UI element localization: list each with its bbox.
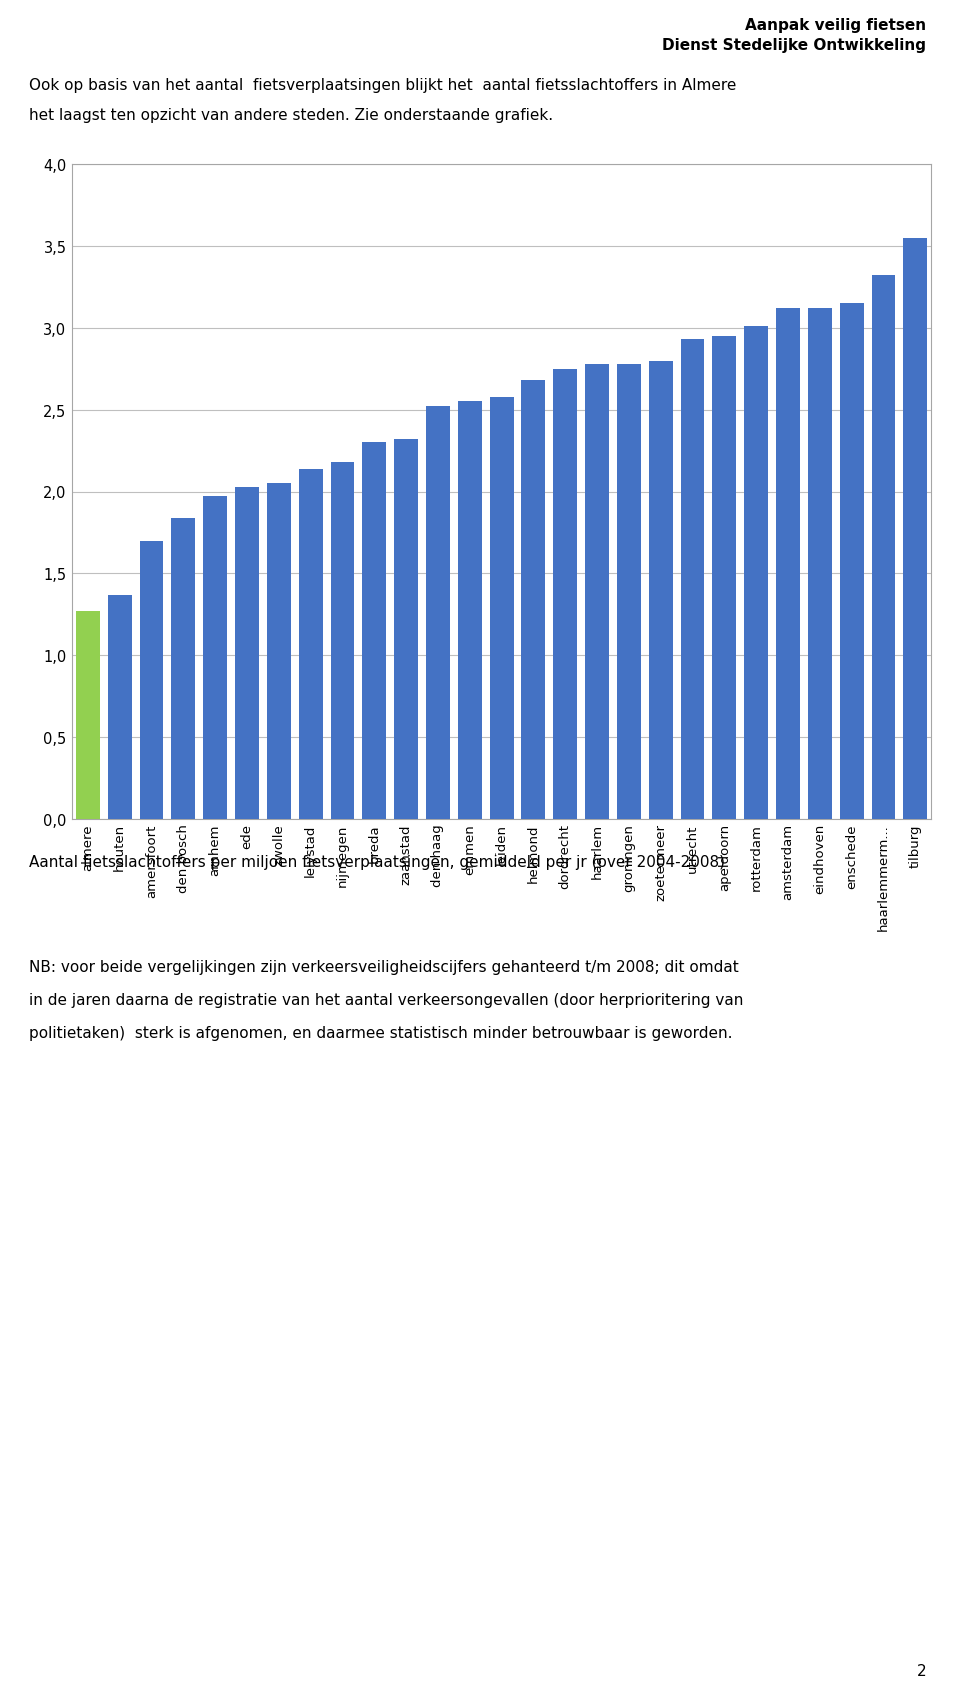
Bar bbox=[426, 408, 450, 820]
Text: het laagst ten opzicht van andere steden. Zie onderstaande grafiek.: het laagst ten opzicht van andere steden… bbox=[29, 109, 553, 122]
Bar bbox=[681, 340, 705, 820]
Text: Aanpak veilig fietsen: Aanpak veilig fietsen bbox=[745, 19, 926, 32]
Bar bbox=[776, 309, 800, 820]
Bar bbox=[330, 464, 354, 820]
Bar bbox=[299, 469, 323, 820]
Bar bbox=[617, 365, 641, 820]
Text: 2: 2 bbox=[917, 1662, 926, 1678]
Bar bbox=[395, 440, 418, 820]
Bar bbox=[108, 596, 132, 820]
Bar bbox=[235, 487, 259, 820]
Bar bbox=[139, 542, 163, 820]
Bar bbox=[458, 402, 482, 820]
Bar bbox=[76, 611, 100, 820]
Bar bbox=[521, 380, 545, 820]
Bar bbox=[744, 328, 768, 820]
Bar bbox=[808, 309, 831, 820]
Text: NB: voor beide vergelijkingen zijn verkeersveiligheidscijfers gehanteerd t/m 200: NB: voor beide vergelijkingen zijn verke… bbox=[29, 959, 738, 975]
Bar bbox=[267, 484, 291, 820]
Bar bbox=[362, 443, 386, 820]
Text: in de jaren daarna de registratie van het aantal verkeersongevallen (door herpri: in de jaren daarna de registratie van he… bbox=[29, 992, 743, 1007]
Text: Aantal fietsslachtoffers per miljoen fietsverplaatsingen, gemiddeld per jr (over: Aantal fietsslachtoffers per miljoen fie… bbox=[29, 854, 725, 869]
Bar bbox=[872, 277, 896, 820]
Bar bbox=[204, 498, 228, 820]
Bar bbox=[490, 397, 514, 820]
Text: Ook op basis van het aantal  fietsverplaatsingen blijkt het  aantal fietsslachto: Ook op basis van het aantal fietsverplaa… bbox=[29, 78, 736, 93]
Bar bbox=[553, 370, 577, 820]
Bar bbox=[172, 518, 195, 820]
Text: Dienst Stedelijke Ontwikkeling: Dienst Stedelijke Ontwikkeling bbox=[662, 37, 926, 53]
Bar bbox=[649, 362, 673, 820]
Bar bbox=[840, 304, 864, 820]
Bar bbox=[903, 238, 927, 820]
Text: politietaken)  sterk is afgenomen, en daarmee statistisch minder betrouwbaar is : politietaken) sterk is afgenomen, en daa… bbox=[29, 1026, 732, 1041]
Bar bbox=[586, 365, 609, 820]
Bar bbox=[712, 336, 736, 820]
